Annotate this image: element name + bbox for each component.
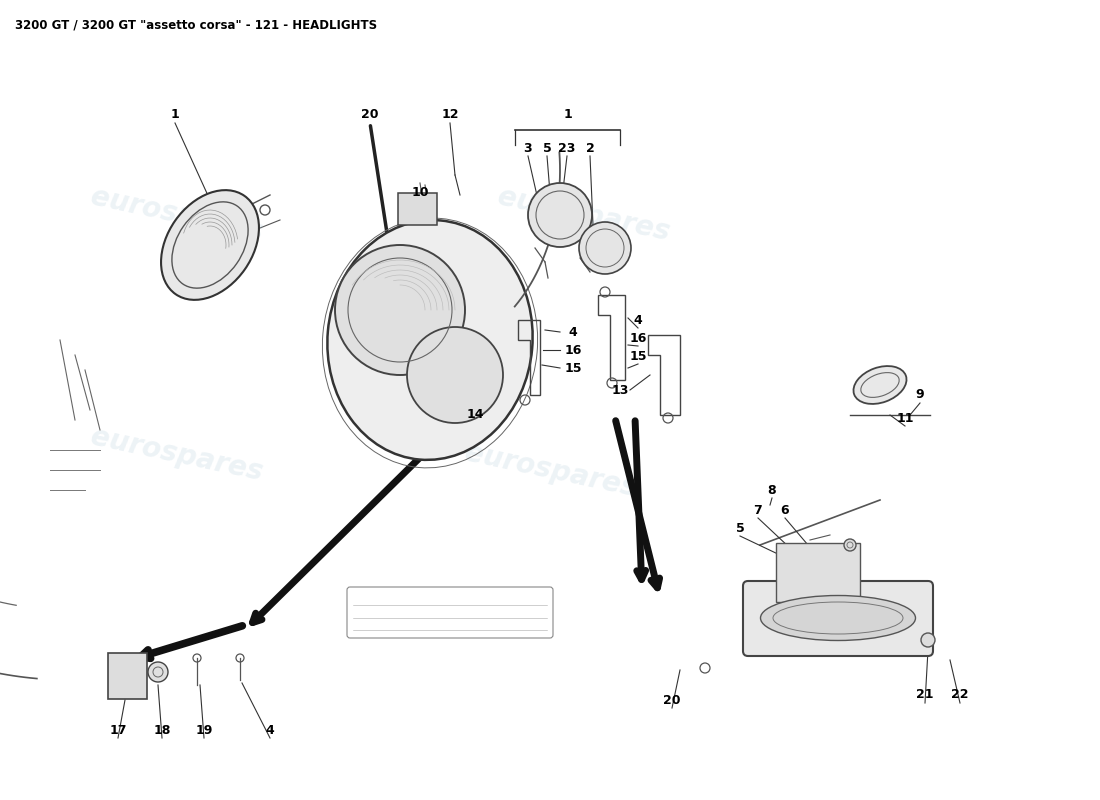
Text: eurospares: eurospares: [88, 182, 265, 246]
Text: 1: 1: [563, 109, 572, 122]
Text: 1: 1: [170, 109, 179, 122]
Circle shape: [407, 327, 503, 423]
Text: 23: 23: [559, 142, 575, 154]
Text: eurospares: eurospares: [462, 438, 639, 502]
Text: 17: 17: [109, 723, 126, 737]
Text: 2: 2: [585, 142, 594, 154]
Text: 4: 4: [569, 326, 578, 338]
Text: 14: 14: [466, 409, 484, 422]
Text: 3: 3: [524, 142, 532, 154]
Text: 5: 5: [542, 142, 551, 154]
Text: 4: 4: [265, 723, 274, 737]
Text: 22: 22: [952, 689, 969, 702]
Text: 21: 21: [916, 689, 934, 702]
Text: 15: 15: [564, 362, 582, 374]
Text: 10: 10: [411, 186, 429, 199]
Text: 9: 9: [915, 389, 924, 402]
Text: 15: 15: [629, 350, 647, 362]
Text: 19: 19: [196, 723, 212, 737]
Text: 6: 6: [781, 503, 790, 517]
Text: 3200 GT / 3200 GT "assetto corsa" - 121 - HEADLIGHTS: 3200 GT / 3200 GT "assetto corsa" - 121 …: [15, 18, 377, 31]
Circle shape: [844, 539, 856, 551]
FancyBboxPatch shape: [742, 581, 933, 656]
Text: 13: 13: [612, 383, 629, 397]
Circle shape: [579, 222, 631, 274]
Circle shape: [336, 245, 465, 375]
Ellipse shape: [854, 366, 906, 404]
Text: 5: 5: [736, 522, 745, 534]
FancyBboxPatch shape: [398, 193, 437, 225]
Text: 8: 8: [768, 483, 777, 497]
Ellipse shape: [760, 595, 915, 641]
Ellipse shape: [161, 190, 258, 300]
Text: 7: 7: [754, 503, 762, 517]
FancyBboxPatch shape: [108, 653, 147, 699]
Ellipse shape: [328, 220, 532, 460]
Circle shape: [528, 183, 592, 247]
Text: 4: 4: [634, 314, 642, 326]
Text: eurospares: eurospares: [88, 422, 265, 486]
Text: 20: 20: [361, 109, 378, 122]
Text: 16: 16: [629, 331, 647, 345]
Text: 12: 12: [441, 109, 459, 122]
Text: 11: 11: [896, 411, 914, 425]
Text: eurospares: eurospares: [495, 182, 672, 246]
Text: 20: 20: [663, 694, 681, 706]
Circle shape: [148, 662, 168, 682]
Text: 16: 16: [564, 343, 582, 357]
Circle shape: [921, 633, 935, 647]
FancyBboxPatch shape: [776, 543, 860, 602]
Text: 18: 18: [153, 723, 170, 737]
